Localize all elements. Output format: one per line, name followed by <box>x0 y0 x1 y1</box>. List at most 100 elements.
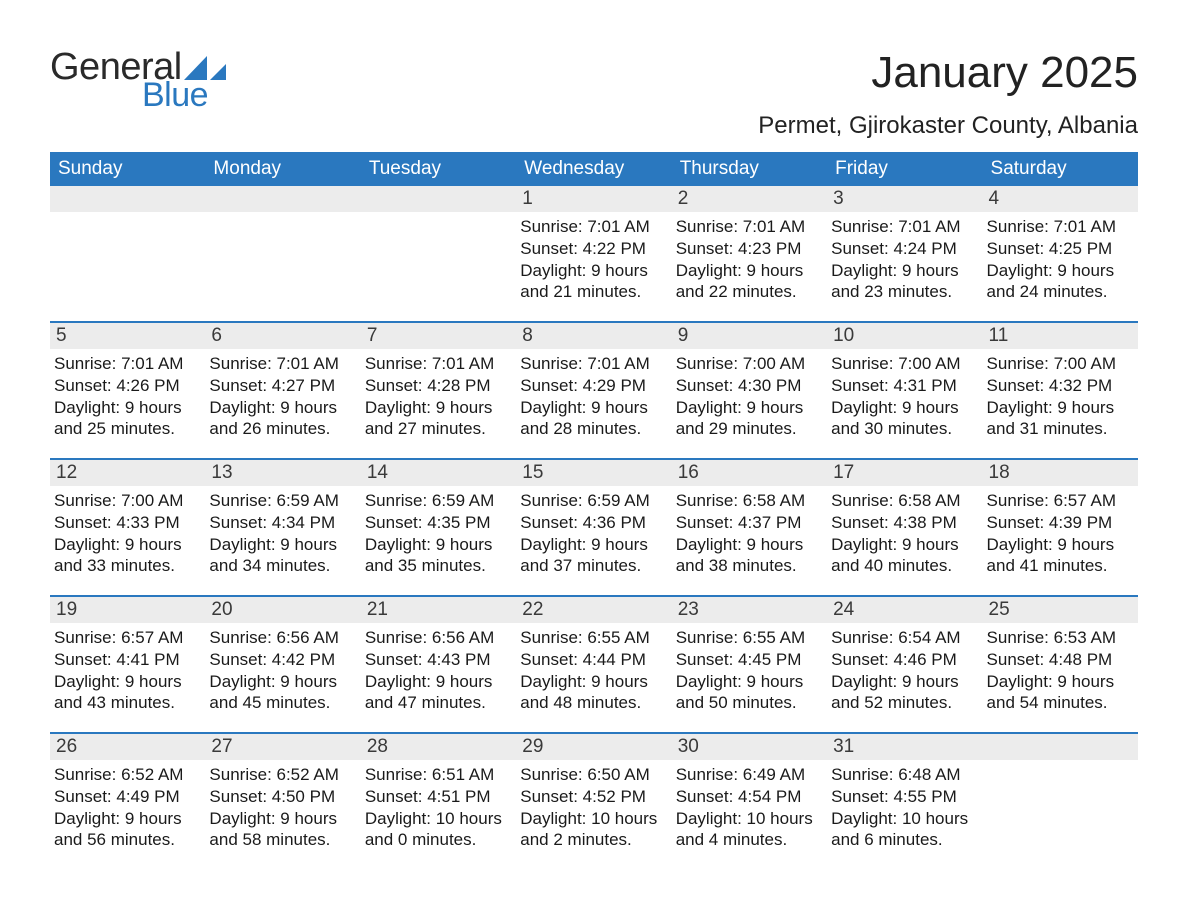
day-details: Sunrise: 7:01 AMSunset: 4:24 PMDaylight:… <box>827 212 982 303</box>
daylight-text: Daylight: 9 hours and 34 minutes. <box>209 534 356 578</box>
weekday-header: Friday <box>827 152 982 186</box>
sunset-text: Sunset: 4:38 PM <box>831 512 978 534</box>
day-details: Sunrise: 6:58 AMSunset: 4:38 PMDaylight:… <box>827 486 982 577</box>
daynum-row: 12131415161718 <box>50 460 1138 486</box>
day-details: Sunrise: 7:01 AMSunset: 4:25 PMDaylight:… <box>983 212 1138 303</box>
sunset-text: Sunset: 4:23 PM <box>676 238 823 260</box>
daylight-text: Daylight: 9 hours and 27 minutes. <box>365 397 512 441</box>
sunrise-text: Sunrise: 6:53 AM <box>987 627 1134 649</box>
calendar-cell-details <box>205 212 360 303</box>
sunset-text: Sunset: 4:51 PM <box>365 786 512 808</box>
calendar-cell-details <box>983 760 1138 851</box>
calendar-cell-daynum: 11 <box>983 323 1138 349</box>
day-details: Sunrise: 6:55 AMSunset: 4:45 PMDaylight:… <box>672 623 827 714</box>
calendar-cell-daynum: 28 <box>361 734 516 760</box>
calendar-cell-daynum: 23 <box>672 597 827 623</box>
sunrise-text: Sunrise: 6:55 AM <box>676 627 823 649</box>
calendar-cell-details: Sunrise: 7:01 AMSunset: 4:23 PMDaylight:… <box>672 212 827 303</box>
calendar-cell-details: Sunrise: 7:01 AMSunset: 4:28 PMDaylight:… <box>361 349 516 440</box>
calendar-cell-daynum: 9 <box>672 323 827 349</box>
weekday-header: Wednesday <box>516 152 671 186</box>
day-details: Sunrise: 6:59 AMSunset: 4:34 PMDaylight:… <box>205 486 360 577</box>
daylight-text: Daylight: 9 hours and 54 minutes. <box>987 671 1134 715</box>
day-number: 21 <box>361 597 516 623</box>
sunset-text: Sunset: 4:22 PM <box>520 238 667 260</box>
details-row: Sunrise: 7:00 AMSunset: 4:33 PMDaylight:… <box>50 486 1138 577</box>
day-number <box>361 186 516 212</box>
day-number: 2 <box>672 186 827 212</box>
calendar-cell-details: Sunrise: 7:01 AMSunset: 4:24 PMDaylight:… <box>827 212 982 303</box>
calendar-grid: Sunday Monday Tuesday Wednesday Thursday… <box>50 152 1138 851</box>
daylight-text: Daylight: 9 hours and 38 minutes. <box>676 534 823 578</box>
weekday-header: Sunday <box>50 152 205 186</box>
calendar-cell-daynum: 1 <box>516 186 671 212</box>
details-row: Sunrise: 7:01 AMSunset: 4:22 PMDaylight:… <box>50 212 1138 303</box>
calendar-cell-details: Sunrise: 6:58 AMSunset: 4:37 PMDaylight:… <box>672 486 827 577</box>
calendar-cell-daynum <box>361 186 516 212</box>
sunset-text: Sunset: 4:31 PM <box>831 375 978 397</box>
day-details: Sunrise: 6:55 AMSunset: 4:44 PMDaylight:… <box>516 623 671 714</box>
calendar-cell-daynum: 22 <box>516 597 671 623</box>
day-details: Sunrise: 7:01 AMSunset: 4:29 PMDaylight:… <box>516 349 671 440</box>
day-details: Sunrise: 6:52 AMSunset: 4:49 PMDaylight:… <box>50 760 205 851</box>
day-number: 20 <box>205 597 360 623</box>
calendar-cell-details: Sunrise: 6:48 AMSunset: 4:55 PMDaylight:… <box>827 760 982 851</box>
calendar-week-row: 19202122232425 Sunrise: 6:57 AMSunset: 4:… <box>50 595 1138 714</box>
day-number: 9 <box>672 323 827 349</box>
calendar-cell-daynum <box>205 186 360 212</box>
sunset-text: Sunset: 4:45 PM <box>676 649 823 671</box>
sunrise-text: Sunrise: 6:51 AM <box>365 764 512 786</box>
calendar-cell-details: Sunrise: 6:57 AMSunset: 4:39 PMDaylight:… <box>983 486 1138 577</box>
daylight-text: Daylight: 9 hours and 56 minutes. <box>54 808 201 852</box>
day-number: 25 <box>983 597 1138 623</box>
day-number: 8 <box>516 323 671 349</box>
daynum-row: 1234 <box>50 186 1138 212</box>
calendar-cell-daynum: 24 <box>827 597 982 623</box>
day-details: Sunrise: 6:57 AMSunset: 4:41 PMDaylight:… <box>50 623 205 714</box>
calendar-cell-daynum: 19 <box>50 597 205 623</box>
calendar-week-row: 12131415161718Sunrise: 7:00 AMSunset: 4:… <box>50 458 1138 577</box>
calendar-page: General Blue January 2025 Permet, Gjirok… <box>0 0 1188 891</box>
daynum-row: 262728293031 <box>50 734 1138 760</box>
page-header: General Blue January 2025 Permet, Gjirok… <box>50 48 1138 140</box>
daylight-text: Daylight: 9 hours and 47 minutes. <box>365 671 512 715</box>
daylight-text: Daylight: 9 hours and 50 minutes. <box>676 671 823 715</box>
calendar-cell-details <box>361 212 516 303</box>
sunset-text: Sunset: 4:24 PM <box>831 238 978 260</box>
calendar-week-row: 262728293031 Sunrise: 6:52 AMSunset: 4:4… <box>50 732 1138 851</box>
calendar-cell-daynum: 7 <box>361 323 516 349</box>
calendar-cell-details: Sunrise: 6:49 AMSunset: 4:54 PMDaylight:… <box>672 760 827 851</box>
sunset-text: Sunset: 4:25 PM <box>987 238 1134 260</box>
weekday-header: Monday <box>205 152 360 186</box>
sunrise-text: Sunrise: 6:57 AM <box>987 490 1134 512</box>
day-details: Sunrise: 7:00 AMSunset: 4:32 PMDaylight:… <box>983 349 1138 440</box>
calendar-cell-daynum: 30 <box>672 734 827 760</box>
weekday-header: Thursday <box>672 152 827 186</box>
calendar-cell-daynum: 13 <box>205 460 360 486</box>
daylight-text: Daylight: 9 hours and 29 minutes. <box>676 397 823 441</box>
daylight-text: Daylight: 9 hours and 23 minutes. <box>831 260 978 304</box>
calendar-cell-details: Sunrise: 6:52 AMSunset: 4:50 PMDaylight:… <box>205 760 360 851</box>
calendar-cell-details: Sunrise: 7:00 AMSunset: 4:32 PMDaylight:… <box>983 349 1138 440</box>
sunrise-text: Sunrise: 6:50 AM <box>520 764 667 786</box>
calendar-cell-details: Sunrise: 6:55 AMSunset: 4:45 PMDaylight:… <box>672 623 827 714</box>
details-row: Sunrise: 6:52 AMSunset: 4:49 PMDaylight:… <box>50 760 1138 851</box>
day-details <box>205 212 360 216</box>
weeks-container: 1234Sunrise: 7:01 AMSunset: 4:22 PMDayli… <box>50 186 1138 851</box>
daylight-text: Daylight: 9 hours and 52 minutes. <box>831 671 978 715</box>
sunrise-text: Sunrise: 6:59 AM <box>209 490 356 512</box>
sunset-text: Sunset: 4:49 PM <box>54 786 201 808</box>
sunset-text: Sunset: 4:35 PM <box>365 512 512 534</box>
calendar-cell-daynum: 26 <box>50 734 205 760</box>
sunset-text: Sunset: 4:41 PM <box>54 649 201 671</box>
day-details: Sunrise: 7:00 AMSunset: 4:31 PMDaylight:… <box>827 349 982 440</box>
daylight-text: Daylight: 9 hours and 43 minutes. <box>54 671 201 715</box>
daylight-text: Daylight: 9 hours and 58 minutes. <box>209 808 356 852</box>
sunrise-text: Sunrise: 6:58 AM <box>676 490 823 512</box>
day-number: 11 <box>983 323 1138 349</box>
calendar-cell-details: Sunrise: 6:50 AMSunset: 4:52 PMDaylight:… <box>516 760 671 851</box>
sunset-text: Sunset: 4:33 PM <box>54 512 201 534</box>
calendar-cell-daynum: 25 <box>983 597 1138 623</box>
daynum-row: 567891011 <box>50 323 1138 349</box>
daylight-text: Daylight: 9 hours and 33 minutes. <box>54 534 201 578</box>
